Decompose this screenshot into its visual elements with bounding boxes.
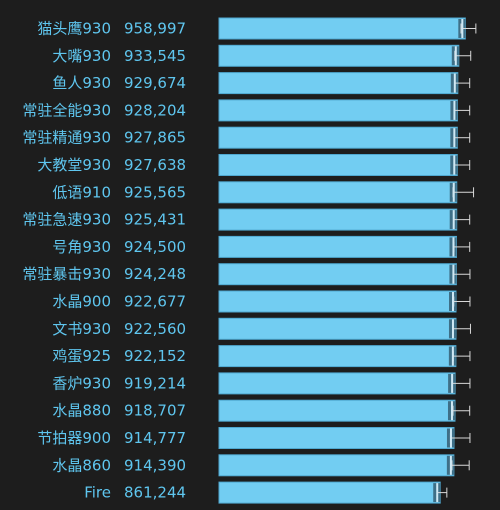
category-label: 大教堂930 <box>37 156 111 174</box>
category-label: 常驻暴击930 <box>22 265 111 283</box>
category-label: 鸡蛋925 <box>52 347 111 365</box>
value-label: 922,152 <box>124 347 186 365</box>
bar <box>218 154 458 176</box>
category-label: 文书930 <box>52 320 111 338</box>
bar <box>218 126 458 149</box>
bar <box>218 263 457 286</box>
value-label: 925,565 <box>124 183 186 201</box>
value-label: 914,777 <box>124 429 186 447</box>
category-label: 鱼人930 <box>52 74 111 92</box>
bar <box>218 345 457 368</box>
category-label: 水晶880 <box>52 402 111 420</box>
bar <box>218 317 457 340</box>
value-label: 914,390 <box>124 456 186 474</box>
value-label: 929,674 <box>124 74 186 92</box>
value-label: 918,707 <box>124 402 186 420</box>
value-label: 927,865 <box>124 129 186 147</box>
category-label: Fire <box>84 484 111 502</box>
category-label: 水晶900 <box>52 293 111 311</box>
bar <box>218 72 459 95</box>
value-label: 861,244 <box>124 484 186 502</box>
category-label: 水晶860 <box>52 456 111 474</box>
bar <box>218 399 456 422</box>
value-label: 925,431 <box>124 211 186 229</box>
value-label: 922,560 <box>124 320 186 338</box>
bar <box>218 99 458 122</box>
category-label: 大嘴930 <box>52 47 111 65</box>
category-label: 常驻全能930 <box>22 101 111 119</box>
bar <box>218 235 457 258</box>
value-label: 924,500 <box>124 238 186 256</box>
value-label: 922,677 <box>124 293 186 311</box>
bar <box>218 208 458 231</box>
value-label: 933,545 <box>124 47 186 65</box>
bar <box>218 181 458 204</box>
value-label: 927,638 <box>124 156 186 174</box>
bar <box>218 17 466 40</box>
category-label: 节拍器900 <box>37 429 111 447</box>
category-label: 号角930 <box>52 238 111 256</box>
bar <box>218 454 455 477</box>
value-label: 919,214 <box>124 374 186 392</box>
value-label: 924,248 <box>124 265 186 283</box>
value-label: 928,204 <box>124 101 186 119</box>
bar <box>218 481 441 504</box>
category-label: 常驻精通930 <box>22 129 111 147</box>
bar <box>218 427 455 449</box>
bar <box>218 372 456 395</box>
category-label: 常驻急速930 <box>22 211 111 229</box>
category-label: 香炉930 <box>52 374 111 392</box>
category-label: 猫头鹰930 <box>37 20 111 38</box>
value-label: 958,997 <box>124 20 186 38</box>
category-label: 低语910 <box>52 183 111 201</box>
bar <box>218 290 457 313</box>
bar <box>218 44 460 67</box>
